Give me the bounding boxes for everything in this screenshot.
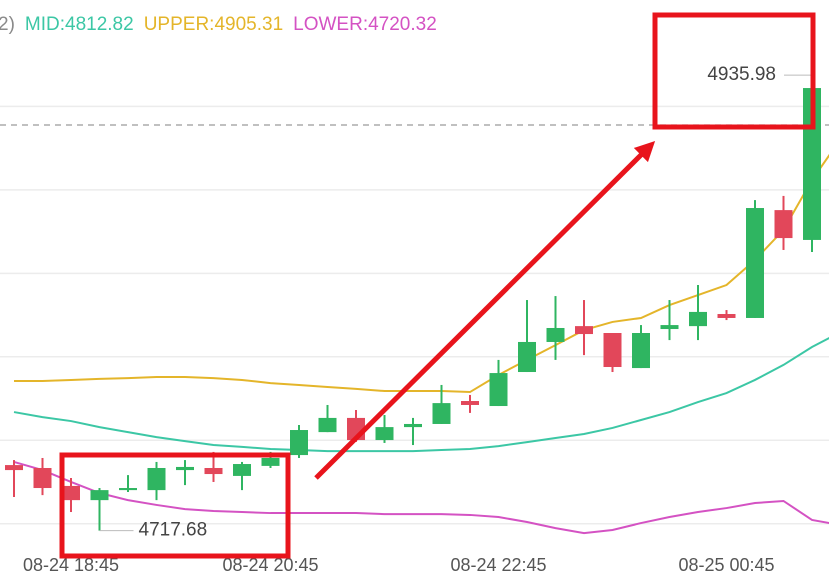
candle-body [318,417,337,433]
candle-body [518,341,536,373]
candle-body [233,464,251,476]
candle-body [689,311,707,327]
candle-body [90,490,109,501]
high-label: 4935.98 [707,64,776,85]
candle-body [575,326,593,335]
candles [5,75,821,531]
candle-body [204,467,223,475]
bands [13,153,829,535]
labels: 08-24 18:45 08-24 20:45 08-24 22:45 08-25 0… [23,64,812,575]
candle-body [489,373,508,407]
candle-body [461,401,479,405]
band-line [14,153,829,394]
legend-name: UPPER: [144,14,215,35]
candle-body [147,467,166,491]
candle-body [375,427,394,441]
highlight-box [652,12,816,130]
x-tick-label: 08-24 20:45 [222,555,318,575]
legend-prefix: 2) [0,14,15,35]
candle-body [717,314,736,318]
candle-body [176,466,194,471]
legend-name: LOWER: [293,14,368,35]
legend-name: MID: [25,14,65,35]
candle-body [746,208,764,318]
grid [0,105,829,525]
candle-body [432,403,451,424]
candle-body [660,325,679,330]
candle-body [33,467,52,489]
x-tick-label: 08-24 18:45 [23,555,119,575]
highlight-box [59,452,291,559]
candle-body [5,465,23,471]
legend-value: 4812.82 [65,14,134,35]
candle-body [404,423,422,428]
band-line [13,336,829,453]
candle-body [62,485,80,501]
legend-value: 4905.31 [214,14,283,35]
candle-body [290,430,308,456]
candle-body [603,333,622,368]
candle-body [632,333,650,369]
low-label: 4717.68 [139,520,208,541]
trend-arrow [314,140,656,480]
candle-body [261,457,280,466]
candle-body [119,488,137,491]
candle-body [546,327,565,342]
band-line [13,460,829,535]
x-tick-label: 08-24 22:45 [450,555,546,575]
legend: 2) MID:4812.82 UPPER:4905.31 LOWER:4720.32 [0,14,437,35]
x-tick-label: 08-25 00:45 [678,555,774,575]
candle-body [774,210,793,239]
legend-value: 4720.32 [368,14,437,35]
